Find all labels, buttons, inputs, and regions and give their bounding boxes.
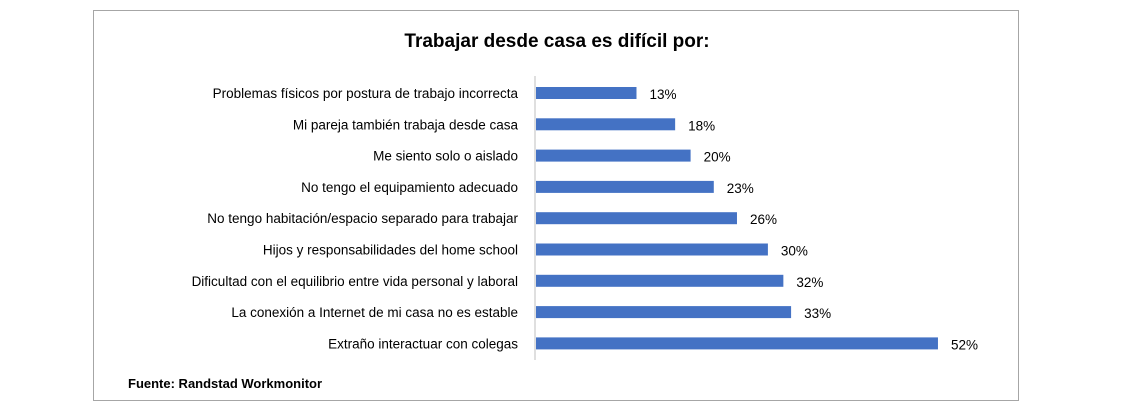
category-label: No tengo el equipamiento adecuado [301,180,518,195]
data-label: 18% [688,118,715,133]
data-label: 52% [951,337,978,352]
category-label: La conexión a Internet de mi casa no es … [231,305,518,320]
bar [536,306,792,319]
category-label: Dificultad con el equilibrio entre vida … [192,274,518,289]
data-label: 23% [727,181,754,196]
data-label: 26% [750,212,777,227]
category-label: Extraño interactuar con colegas [328,336,518,351]
data-label: 20% [704,150,731,165]
category-label: No tengo habitación/espacio separado par… [207,211,518,226]
category-label: Problemas físicos por postura de trabajo… [213,86,519,101]
data-label: 13% [649,87,676,102]
bar [536,149,691,162]
bar [536,180,714,193]
chart-frame [93,10,1019,401]
bar [536,212,737,225]
bar [536,243,768,256]
category-label: Mi pareja también trabaja desde casa [293,117,519,132]
bar [536,87,637,99]
data-label: 32% [796,275,823,290]
category-label: Hijos y responsabilidades del home schoo… [263,243,518,258]
data-label: 30% [781,244,808,259]
data-label: 33% [804,306,831,321]
chart-title: Trabajar desde casa es difícil por: [404,31,709,52]
source-note: Fuente: Randstad Workmonitor [128,376,322,391]
category-label: Me siento solo o aislado [373,149,518,164]
bar [536,118,676,131]
bar [536,274,784,287]
bar [536,337,938,350]
